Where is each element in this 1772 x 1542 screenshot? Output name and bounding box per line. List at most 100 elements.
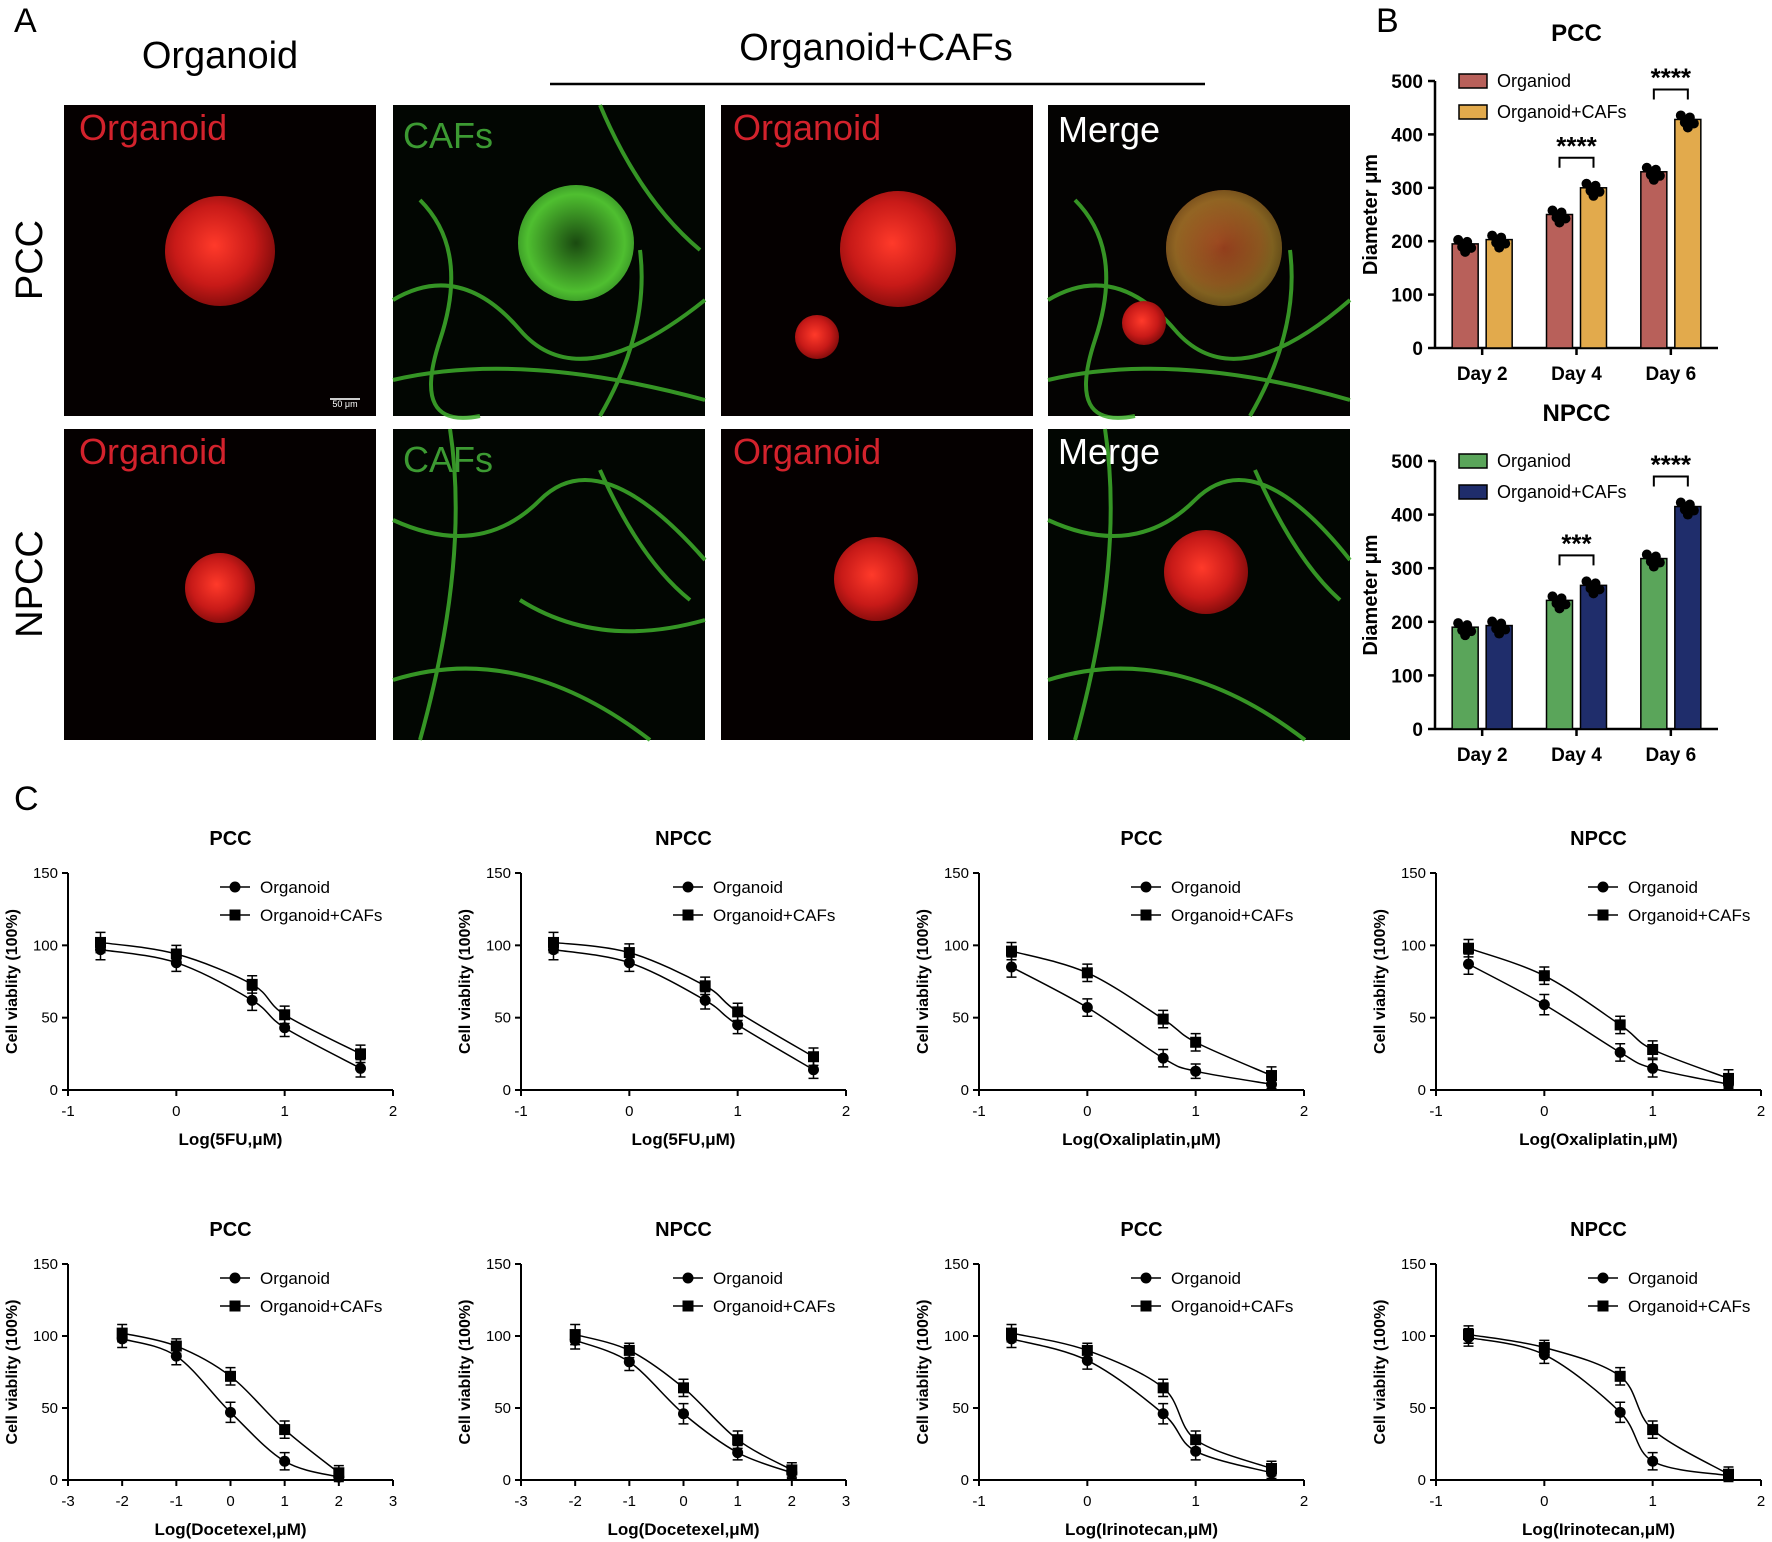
x-tick-label: 2 <box>842 1103 850 1120</box>
x-axis-label: Log(Irinotecan,μM) <box>1065 1520 1218 1539</box>
legend-label: Organoid <box>1171 878 1241 897</box>
y-tick-label: 0 <box>50 1082 58 1099</box>
data-point <box>116 1327 128 1339</box>
legend-swatch <box>1458 484 1488 500</box>
legend-marker <box>229 881 241 893</box>
chart-title: NPCC <box>1570 828 1627 850</box>
x-axis-label: Log(Docetexel,μM) <box>607 1520 759 1539</box>
x-tick-label: Day 4 <box>1551 745 1602 766</box>
data-point <box>1006 945 1017 957</box>
y-tick-label: 150 <box>486 865 511 882</box>
y-tick-label: 50 <box>1409 1010 1426 1027</box>
x-tick-label: -1 <box>1429 1493 1442 1510</box>
bar <box>1485 238 1513 349</box>
fit-curve <box>553 941 814 1058</box>
y-axis-label: Cell viablity (100%) <box>915 909 932 1054</box>
legend-swatch <box>1458 73 1488 89</box>
micrograph <box>1047 428 1352 742</box>
x-tick-label: 1 <box>1648 1493 1656 1510</box>
chart-title: PCC <box>209 1219 251 1241</box>
fit-curve <box>1011 1332 1272 1470</box>
legend-marker <box>682 909 694 921</box>
bar <box>1485 624 1513 730</box>
data-point <box>732 1434 744 1446</box>
y-tick-label: 150 <box>944 865 969 882</box>
chart-title: NPCC <box>655 1219 712 1241</box>
data-point <box>279 1455 291 1467</box>
data-point <box>732 1006 744 1018</box>
legend-label: Organoid+CAFs <box>1497 102 1627 122</box>
y-tick-label: 100 <box>33 937 58 954</box>
y-tick-label: 50 <box>494 1010 511 1027</box>
image-label: Organoid <box>79 107 227 148</box>
data-point <box>279 1424 291 1436</box>
data-point <box>623 957 635 969</box>
y-tick-label: 50 <box>1409 1400 1426 1417</box>
legend-marker <box>1140 909 1152 921</box>
legend-label: Organoid <box>713 878 783 897</box>
data-point <box>1190 1036 1202 1048</box>
x-tick-label: 1 <box>733 1103 741 1120</box>
row-label: PCC <box>9 220 51 300</box>
x-tick-label: 1 <box>733 1493 741 1510</box>
legend-marker <box>1597 1300 1609 1312</box>
legend-marker <box>1140 1300 1152 1312</box>
data-point <box>1538 999 1550 1011</box>
legend-marker <box>682 1272 694 1284</box>
data-point <box>1157 1052 1169 1064</box>
data-point <box>246 978 258 990</box>
x-tick-label: Day 2 <box>1457 745 1508 766</box>
data-dot <box>1554 217 1565 228</box>
image-label: Merge <box>1058 431 1160 472</box>
micrograph <box>1046 105 1352 420</box>
data-point <box>1614 1019 1626 1031</box>
x-tick-label: -1 <box>514 1103 527 1120</box>
y-tick-label: 100 <box>486 1328 511 1345</box>
x-tick-label: 3 <box>842 1493 850 1510</box>
fit-curve <box>1468 1333 1729 1475</box>
scale-bar-label: 50 μm <box>332 399 357 409</box>
fit-curve <box>574 1333 793 1471</box>
data-point <box>1157 1382 1169 1394</box>
image-label: Organoid <box>733 107 881 148</box>
legend-swatch <box>1458 104 1488 120</box>
significance-label: **** <box>1651 450 1692 480</box>
legend-label: Organoid+CAFs <box>260 906 382 925</box>
significance-bracket <box>1558 156 1595 168</box>
y-tick-label: 500 <box>1391 72 1423 93</box>
data-point <box>1463 958 1474 970</box>
data-point <box>225 1370 236 1382</box>
legend-label: Organoid+CAFs <box>1628 1297 1750 1316</box>
fit-curve <box>1468 963 1729 1085</box>
legend-marker <box>229 909 241 921</box>
significance-bracket <box>1652 88 1689 100</box>
legend-marker <box>229 1272 241 1284</box>
y-tick-label: 0 <box>1418 1472 1426 1489</box>
x-tick-label: -1 <box>972 1493 985 1510</box>
data-point <box>1463 942 1474 954</box>
y-tick-label: 150 <box>1401 865 1426 882</box>
y-tick-label: 50 <box>494 1400 511 1417</box>
x-tick-label: 2 <box>335 1493 343 1510</box>
legend-marker <box>682 1300 694 1312</box>
data-dot <box>1494 628 1505 639</box>
y-axis-label: Diameter μm <box>1360 154 1382 275</box>
data-point <box>1723 1072 1734 1084</box>
x-tick-label: 2 <box>788 1493 796 1510</box>
x-axis-label: Log(Oxaliplatin,μM) <box>1062 1130 1221 1149</box>
data-point <box>623 947 635 959</box>
y-tick-label: 300 <box>1391 559 1423 580</box>
y-axis-label: Cell viablity (100%) <box>4 909 21 1054</box>
y-tick-label: 200 <box>1391 232 1423 253</box>
fit-curve <box>1468 1336 1729 1477</box>
data-point <box>732 1019 744 1031</box>
legend-label: Organoid <box>1171 1269 1241 1288</box>
x-tick-label: -1 <box>1429 1103 1442 1120</box>
chart-title: NPCC <box>655 828 712 850</box>
significance-label: *** <box>1561 528 1592 558</box>
data-point <box>569 1329 581 1341</box>
bar <box>1545 213 1574 349</box>
data-point <box>1723 1468 1734 1480</box>
y-tick-label: 100 <box>1401 1328 1426 1345</box>
